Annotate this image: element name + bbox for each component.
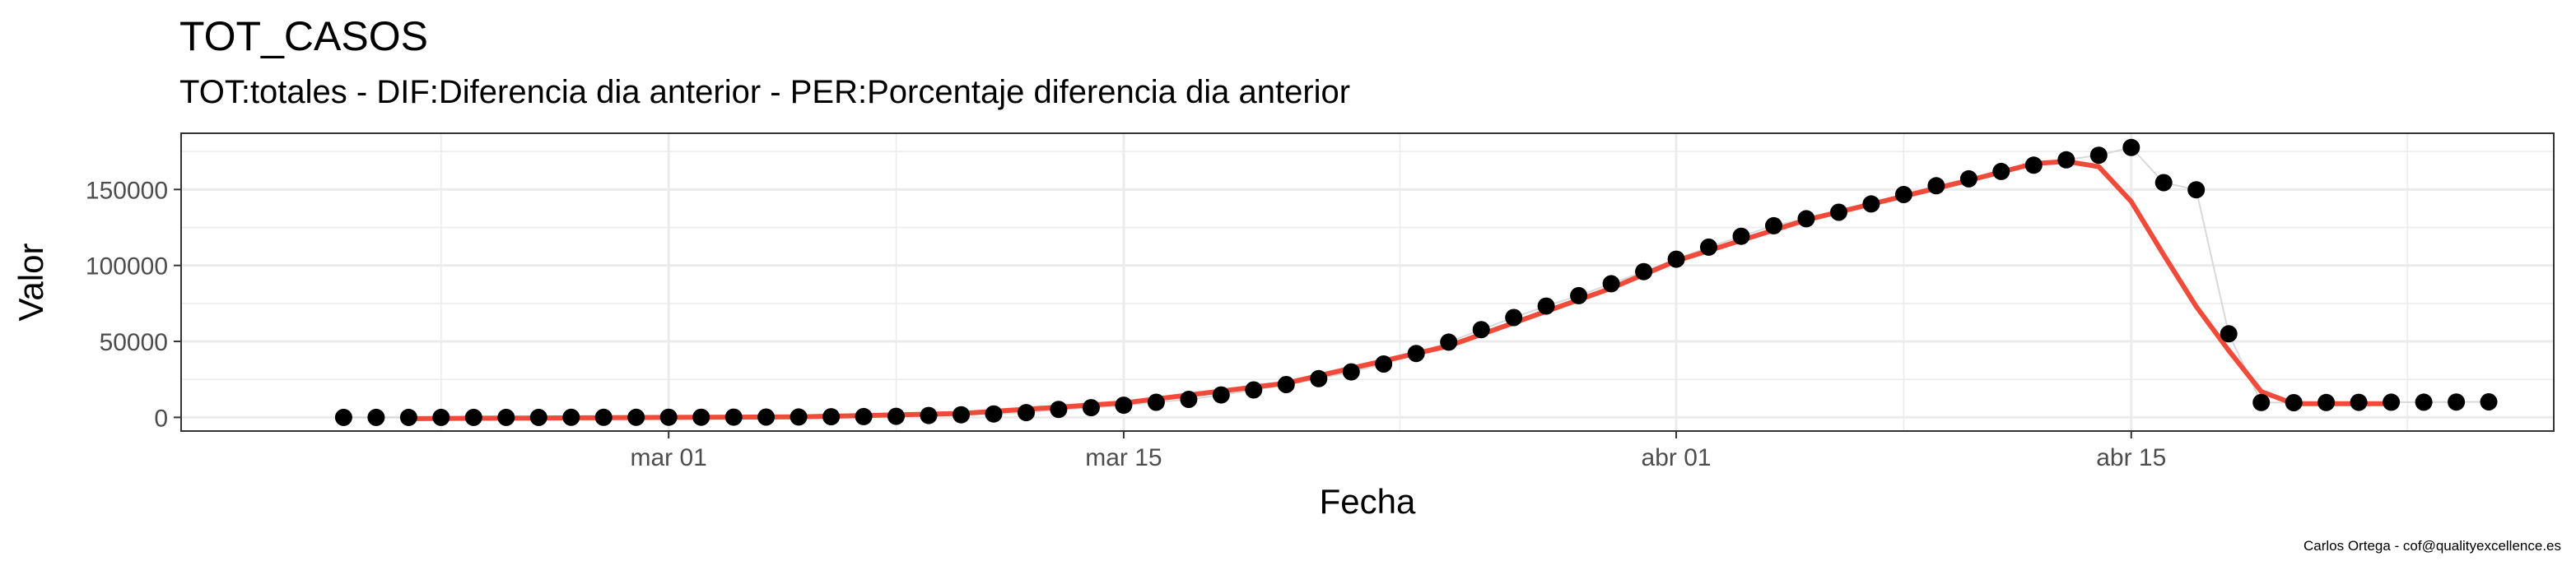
x-tick-label: abr 01 (1642, 444, 1712, 471)
data-point (367, 408, 385, 426)
data-point (2154, 174, 2173, 192)
y-axis: 0 50000 100000 150000 (86, 177, 181, 432)
data-point (692, 408, 710, 426)
data-point (1472, 321, 1490, 339)
data-point (1862, 195, 1880, 213)
data-point (2122, 138, 2140, 156)
data-point (2415, 393, 2433, 411)
chart-caption: Carlos Ortega - cof@qualityexcellence.es (2303, 538, 2561, 554)
data-point (1050, 401, 1068, 419)
data-point (1602, 275, 1620, 293)
data-point (724, 408, 743, 426)
data-point (2480, 393, 2498, 410)
data-point (1245, 381, 1263, 399)
data-point (1082, 399, 1100, 417)
data-point (2350, 393, 2368, 411)
data-point (1635, 262, 1653, 281)
data-point (1277, 376, 1295, 393)
data-point (1147, 393, 1165, 411)
data-point (1667, 250, 1685, 268)
data-point (2024, 156, 2043, 174)
data-point (1018, 404, 1035, 422)
data-point (432, 408, 450, 426)
data-point (2448, 393, 2466, 411)
smooth-line (406, 159, 2394, 421)
x-axis-title: Fecha (1320, 482, 1416, 521)
data-point (790, 408, 808, 426)
data-point (1700, 238, 1717, 256)
data-point (1342, 363, 1360, 381)
data-point (1797, 210, 1815, 228)
data-point (1310, 369, 1328, 387)
grid-lines (181, 133, 2554, 431)
data-point (1765, 216, 1782, 234)
data-point (2187, 181, 2206, 199)
data-point (2089, 146, 2108, 165)
data-points (334, 138, 2498, 426)
data-point (2317, 393, 2336, 411)
data-point (985, 405, 1003, 423)
data-point (1537, 297, 1555, 315)
data-point (2285, 394, 2303, 411)
chart-subtitle: TOT:totales - DIF:Diferencia dia anterio… (179, 74, 1351, 110)
data-point (1570, 286, 1588, 304)
data-point (464, 408, 482, 426)
data-point (399, 408, 417, 426)
data-point (594, 408, 613, 426)
panel-background (181, 133, 2554, 431)
data-point (953, 406, 970, 424)
data-point (1830, 203, 1847, 221)
data-point (2220, 325, 2238, 343)
x-tick-label: abr 15 (2096, 444, 2166, 471)
panel-border (180, 132, 2555, 432)
data-point (1180, 391, 1198, 408)
data-point (529, 408, 547, 426)
data-point (1927, 177, 1945, 195)
data-point (1440, 333, 1458, 351)
data-point (1894, 186, 1912, 203)
y-tick-label: 0 (154, 405, 168, 432)
data-point (2383, 393, 2401, 411)
data-point (497, 408, 515, 426)
data-point (1375, 355, 1393, 373)
x-tick-label: mar 01 (631, 444, 707, 471)
y-tick-label: 100000 (86, 253, 168, 281)
data-point (1212, 386, 1230, 404)
y-tick-label: 50000 (100, 329, 168, 356)
data-point (855, 407, 873, 425)
data-point (822, 408, 841, 426)
data-point (334, 408, 352, 426)
chart-title: TOT_CASOS (179, 13, 428, 59)
y-tick-label: 150000 (86, 177, 168, 204)
x-axis: mar 01 mar 15 abr 01 abr 15 (631, 431, 2166, 471)
data-point (1959, 169, 1977, 188)
data-point (1115, 396, 1133, 415)
data-point (1992, 162, 2010, 180)
data-point (757, 408, 776, 426)
data-point (659, 408, 678, 426)
data-point (1732, 227, 1750, 245)
x-tick-label: mar 15 (1085, 444, 1162, 471)
data-point (887, 407, 905, 425)
smooth-trend-line (406, 159, 2394, 421)
y-axis-title: Valor (12, 243, 50, 322)
data-point (562, 408, 580, 426)
data-point (1505, 308, 1523, 327)
data-point (2252, 393, 2271, 411)
data-point (1407, 345, 1425, 363)
data-point (920, 406, 938, 424)
data-point (627, 408, 645, 426)
data-point (2057, 151, 2075, 169)
